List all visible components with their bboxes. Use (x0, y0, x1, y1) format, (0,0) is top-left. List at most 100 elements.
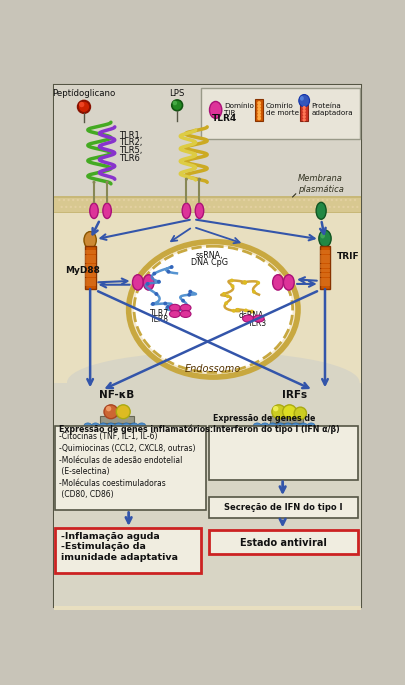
Circle shape (230, 284, 234, 288)
Circle shape (118, 199, 121, 201)
Circle shape (298, 199, 301, 201)
Circle shape (278, 206, 280, 208)
Circle shape (303, 112, 306, 116)
Circle shape (231, 206, 234, 208)
FancyBboxPatch shape (55, 528, 201, 573)
Circle shape (282, 206, 285, 208)
Circle shape (239, 199, 241, 201)
Ellipse shape (299, 95, 309, 107)
Circle shape (257, 116, 261, 121)
Circle shape (139, 206, 141, 208)
Circle shape (252, 199, 254, 201)
Circle shape (151, 302, 155, 306)
Circle shape (78, 101, 90, 113)
Bar (270, 416, 303, 423)
Circle shape (121, 206, 123, 208)
Ellipse shape (269, 423, 277, 428)
Bar (320, 269, 330, 273)
Text: Expressão de genes inflamatórios:: Expressão de genes inflamatórios: (60, 424, 213, 434)
Ellipse shape (316, 202, 326, 219)
Ellipse shape (67, 351, 360, 413)
Ellipse shape (254, 315, 264, 322)
Circle shape (257, 101, 261, 105)
Circle shape (222, 292, 226, 296)
Ellipse shape (132, 275, 143, 290)
Ellipse shape (195, 203, 204, 219)
Circle shape (70, 206, 72, 208)
Circle shape (243, 281, 247, 285)
Circle shape (116, 405, 130, 419)
Bar (320, 250, 330, 254)
Ellipse shape (254, 423, 261, 428)
Bar (54, 196, 361, 213)
Bar (85, 278, 96, 282)
Circle shape (236, 308, 240, 312)
Ellipse shape (180, 310, 191, 317)
Text: Estado antiviral: Estado antiviral (240, 538, 327, 549)
Circle shape (173, 101, 177, 105)
Circle shape (153, 206, 155, 208)
Circle shape (315, 206, 317, 208)
Circle shape (264, 206, 266, 208)
Ellipse shape (319, 230, 331, 247)
Circle shape (86, 199, 88, 201)
Circle shape (188, 199, 190, 201)
Circle shape (257, 114, 261, 117)
Circle shape (259, 206, 262, 208)
Circle shape (226, 295, 230, 298)
Ellipse shape (99, 423, 107, 428)
Text: Secreção de IFN do tipo I: Secreção de IFN do tipo I (224, 503, 343, 512)
Circle shape (158, 206, 160, 208)
Circle shape (257, 108, 261, 111)
FancyBboxPatch shape (55, 425, 207, 510)
Text: LPS: LPS (169, 89, 185, 98)
Text: Endossomo: Endossomo (185, 364, 241, 373)
Circle shape (146, 199, 148, 201)
Circle shape (185, 177, 188, 181)
Circle shape (106, 181, 109, 184)
Circle shape (236, 206, 239, 208)
Circle shape (160, 199, 162, 201)
Circle shape (91, 199, 93, 201)
Text: TLR6: TLR6 (119, 153, 140, 163)
Circle shape (162, 206, 164, 208)
Circle shape (148, 206, 151, 208)
Circle shape (338, 206, 340, 208)
FancyBboxPatch shape (209, 530, 358, 554)
Circle shape (222, 206, 224, 208)
Circle shape (217, 206, 220, 208)
Ellipse shape (284, 275, 294, 290)
Circle shape (254, 206, 257, 208)
Circle shape (77, 199, 79, 201)
Circle shape (104, 199, 107, 201)
Circle shape (192, 199, 194, 201)
Ellipse shape (122, 423, 130, 428)
Circle shape (289, 199, 292, 201)
Text: MyD88: MyD88 (66, 266, 100, 275)
Circle shape (296, 206, 298, 208)
Circle shape (151, 199, 153, 201)
Circle shape (328, 206, 331, 208)
Ellipse shape (209, 101, 222, 119)
Text: Comírio
de morte: Comírio de morte (266, 103, 299, 116)
Circle shape (331, 199, 333, 201)
Circle shape (347, 206, 349, 208)
Bar (54, 84, 361, 204)
Ellipse shape (169, 310, 180, 317)
Ellipse shape (320, 232, 325, 238)
Circle shape (114, 199, 116, 201)
Circle shape (83, 206, 86, 208)
Text: TLR4: TLR4 (212, 114, 237, 123)
Circle shape (324, 206, 326, 208)
Ellipse shape (103, 203, 111, 219)
Text: Proteína
adaptadora: Proteína adaptadora (311, 103, 353, 116)
Text: ssRNA,: ssRNA, (196, 251, 223, 260)
Circle shape (247, 199, 250, 201)
Circle shape (303, 106, 306, 110)
Circle shape (252, 290, 256, 294)
Circle shape (199, 206, 201, 208)
Circle shape (317, 199, 319, 201)
Circle shape (95, 199, 98, 201)
Circle shape (154, 292, 158, 296)
Bar (54, 196, 361, 198)
